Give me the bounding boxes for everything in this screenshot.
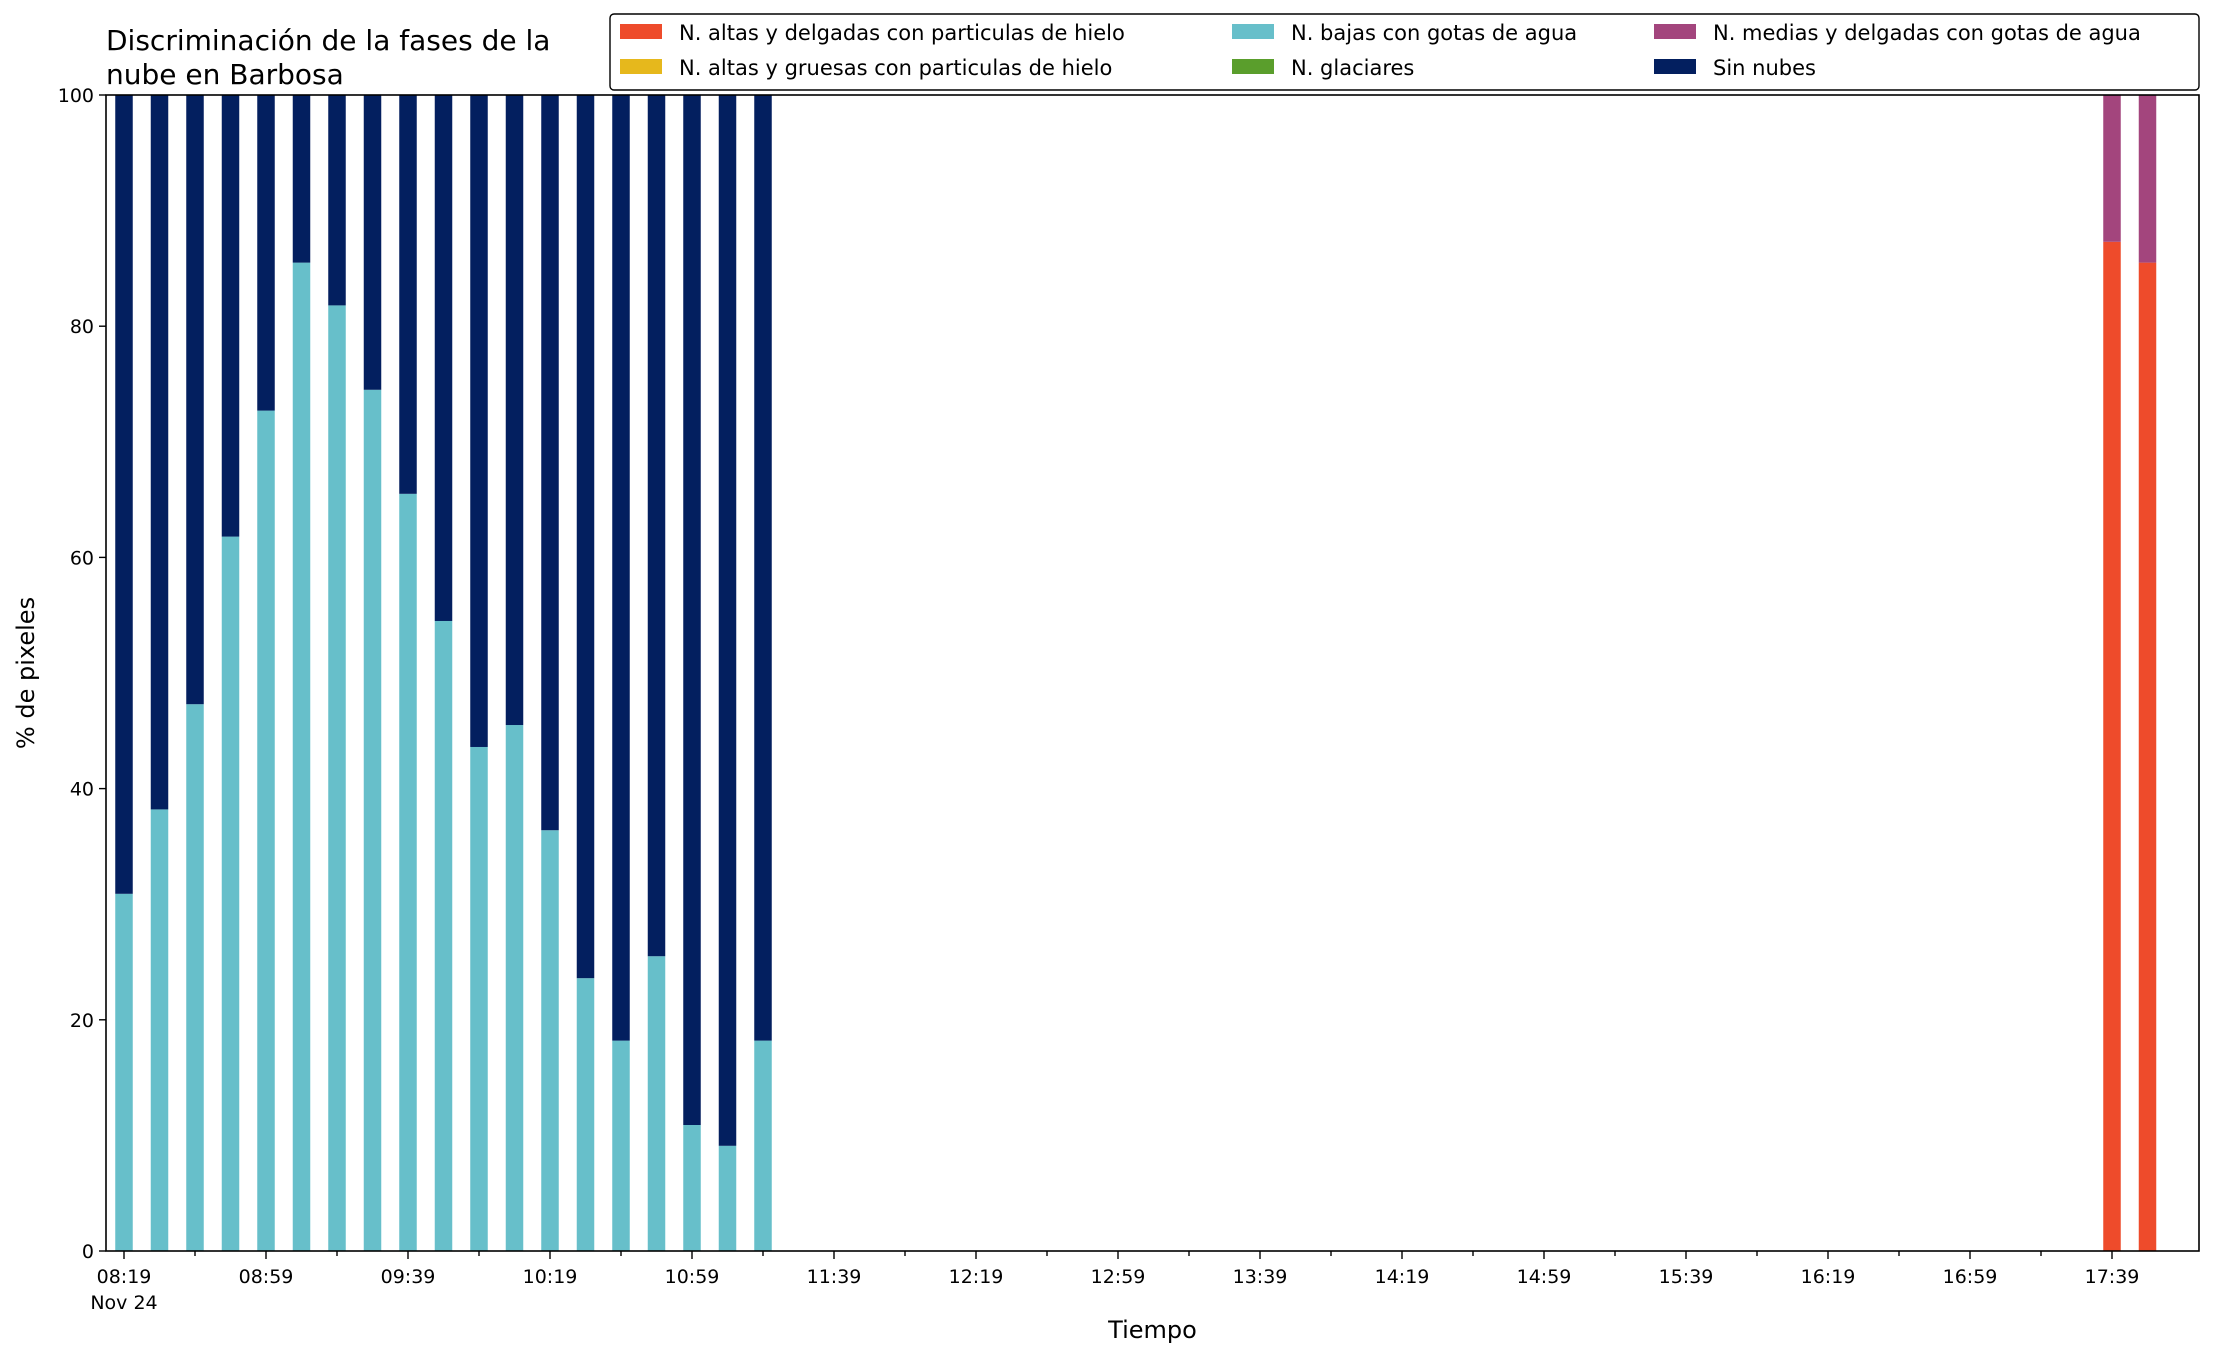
legend-swatch bbox=[1232, 59, 1274, 74]
x-tick-label: 14:59 bbox=[1517, 1266, 1572, 1288]
bar-segment bbox=[115, 95, 133, 894]
chart-title-line: Discriminación de la fases de la bbox=[106, 24, 550, 57]
x-axis-label: Tiempo bbox=[1107, 1316, 1197, 1344]
legend-swatch bbox=[1654, 59, 1696, 74]
bar-segment bbox=[221, 95, 240, 537]
bar-segment bbox=[647, 95, 666, 957]
x-tick-label: 16:59 bbox=[1943, 1266, 1998, 1288]
bar-segment bbox=[221, 536, 240, 1251]
bar-segment bbox=[683, 95, 701, 1125]
bar-segment bbox=[612, 1040, 630, 1251]
bar-segment bbox=[115, 893, 133, 1251]
x-tick-label: 08:19 bbox=[97, 1266, 152, 1288]
x-tick-label: 15:39 bbox=[1659, 1266, 1714, 1288]
bar-segment bbox=[2103, 241, 2121, 1251]
legend-label: N. altas y delgadas con particulas de hi… bbox=[679, 21, 1125, 45]
bar-segment bbox=[434, 620, 453, 1251]
bar-segment bbox=[257, 410, 275, 1252]
y-tick-label: 0 bbox=[82, 1241, 94, 1263]
bar-segment bbox=[150, 809, 169, 1251]
bar-segment bbox=[505, 725, 524, 1251]
legend-swatch bbox=[1654, 24, 1696, 39]
bar-segment bbox=[186, 704, 204, 1251]
bar-segment bbox=[328, 305, 346, 1251]
bar-segment bbox=[754, 95, 772, 1041]
bar-segment bbox=[292, 95, 311, 263]
bar-segment bbox=[434, 95, 453, 621]
bar-segment bbox=[576, 978, 595, 1251]
x-axis-ticks: 08:19 08:59 09:39 10:19 10:59 11:39 12:19 12:59… bbox=[90, 1251, 2139, 1314]
bar-segment bbox=[363, 389, 382, 1251]
legend-swatch bbox=[620, 59, 662, 74]
y-tick-label: 100 bbox=[58, 85, 94, 107]
bar-segment bbox=[292, 262, 311, 1251]
bar-segment bbox=[718, 95, 737, 1146]
bar-segment bbox=[470, 95, 488, 747]
bar-segment bbox=[363, 95, 382, 390]
x-tick-label: 08:59 bbox=[239, 1266, 294, 1288]
legend-label: N. medias y delgadas con gotas de agua bbox=[1713, 21, 2141, 45]
x-tick-label: 14:19 bbox=[1375, 1266, 1430, 1288]
legend-label: Sin nubes bbox=[1713, 56, 1816, 80]
legend-label: N. altas y gruesas con particulas de hie… bbox=[679, 56, 1112, 80]
x-tick-label: 12:19 bbox=[949, 1266, 1004, 1288]
x-tick-label: 10:19 bbox=[523, 1266, 578, 1288]
bar-segment bbox=[541, 95, 559, 831]
x-tick-label: 17:39 bbox=[2085, 1266, 2140, 1288]
bars-layer bbox=[115, 95, 2157, 1252]
legend-box bbox=[609, 13, 2200, 91]
bar-segment bbox=[541, 830, 559, 1251]
x-tick-label: 13:39 bbox=[1233, 1266, 1288, 1288]
bar-segment bbox=[718, 1145, 737, 1251]
legend-label: N. bajas con gotas de agua bbox=[1291, 21, 1577, 45]
legend: N. altas y delgadas con particulas de hi… bbox=[609, 13, 2200, 91]
bar-segment bbox=[505, 95, 524, 726]
x-tick-sublabel: Nov 24 bbox=[90, 1292, 157, 1314]
bar-segment bbox=[470, 746, 488, 1251]
bar-segment bbox=[257, 95, 275, 411]
bar-segment bbox=[399, 95, 417, 494]
legend-label: N. glaciares bbox=[1291, 56, 1414, 80]
y-tick-label: 60 bbox=[70, 547, 94, 569]
x-tick-label: 10:59 bbox=[665, 1266, 720, 1288]
bar-segment bbox=[683, 1125, 701, 1251]
chart-title-line: nube en Barbosa bbox=[106, 58, 344, 91]
x-tick-label: 16:19 bbox=[1801, 1266, 1856, 1288]
bar-segment bbox=[150, 95, 169, 810]
x-tick-label: 09:39 bbox=[381, 1266, 436, 1288]
y-tick-label: 20 bbox=[70, 1010, 94, 1032]
bar-segment bbox=[754, 1040, 772, 1251]
y-axis-ticks: 0 20 40 60 80 100 bbox=[58, 85, 106, 1263]
legend-swatch bbox=[1232, 24, 1274, 39]
x-tick-label: 12:59 bbox=[1091, 1266, 1146, 1288]
bar-segment bbox=[612, 95, 630, 1041]
bar-segment bbox=[186, 95, 204, 705]
bar-segment bbox=[399, 493, 417, 1251]
bar-segment bbox=[2138, 262, 2157, 1251]
bar-segment bbox=[647, 956, 666, 1251]
y-tick-label: 80 bbox=[70, 316, 94, 338]
axes bbox=[105, 94, 2200, 1252]
bar-segment bbox=[2103, 95, 2121, 242]
bar-segment bbox=[2138, 95, 2157, 263]
legend-swatch bbox=[620, 24, 662, 39]
y-axis-label: % de pixeles bbox=[12, 597, 40, 749]
x-tick-label: 11:39 bbox=[807, 1266, 862, 1288]
bar-segment bbox=[328, 95, 346, 306]
bar-segment bbox=[576, 95, 595, 979]
y-tick-label: 40 bbox=[70, 779, 94, 801]
